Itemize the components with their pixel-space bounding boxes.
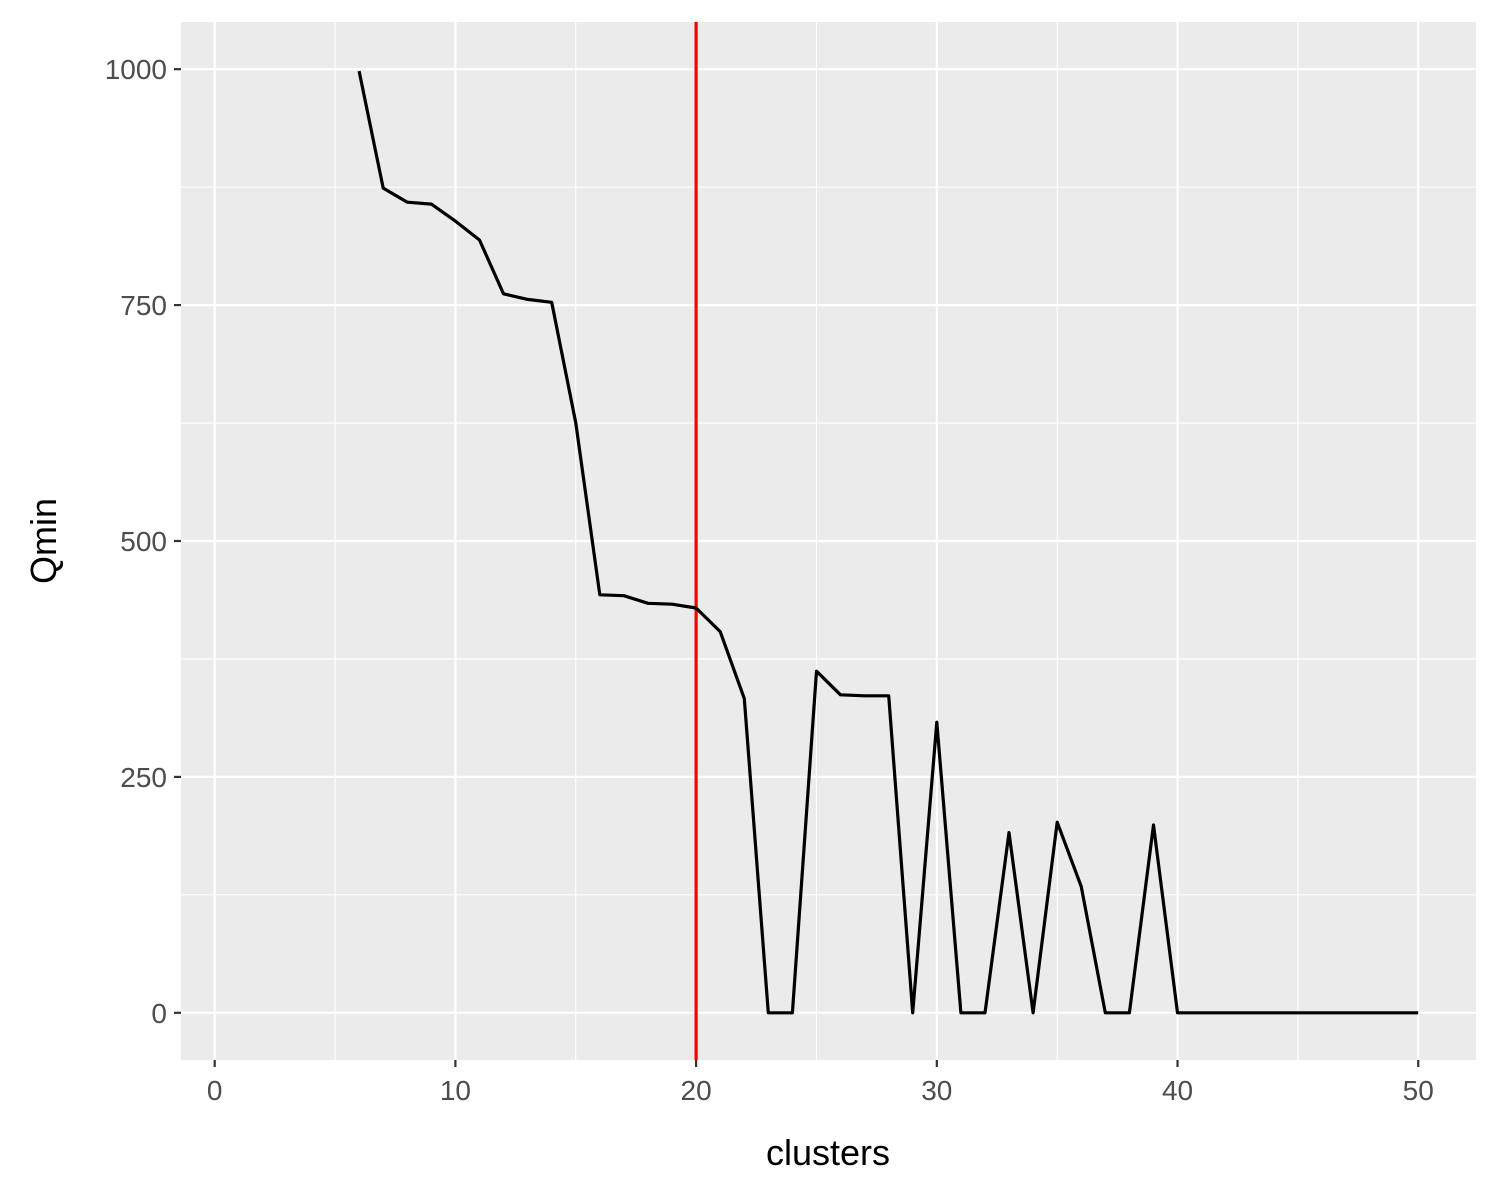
- y-tick-label: 0: [151, 998, 167, 1029]
- x-tick-label: 10: [440, 1075, 471, 1106]
- x-tick-label: 30: [921, 1075, 952, 1106]
- grid-major: [181, 22, 1476, 1060]
- y-tick-label: 250: [120, 762, 167, 793]
- x-tick-label: 0: [207, 1075, 223, 1106]
- y-tick-label: 750: [120, 290, 167, 321]
- y-tick-label: 1000: [105, 54, 167, 85]
- x-tick-label: 50: [1403, 1075, 1434, 1106]
- series-line: [357, 70, 1419, 1015]
- series-layer: [357, 70, 1419, 1015]
- x-tick-label: 20: [681, 1075, 712, 1106]
- x-tick-label: 40: [1162, 1075, 1193, 1106]
- y-axis-title: Qmin: [23, 498, 64, 584]
- y-axis-ticks: 0 250 500 750 1000: [105, 54, 181, 1029]
- x-axis-ticks: 0 10 20 30 40 50: [207, 1060, 1434, 1106]
- x-axis-title: clusters: [766, 1132, 890, 1173]
- y-tick-label: 500: [120, 526, 167, 557]
